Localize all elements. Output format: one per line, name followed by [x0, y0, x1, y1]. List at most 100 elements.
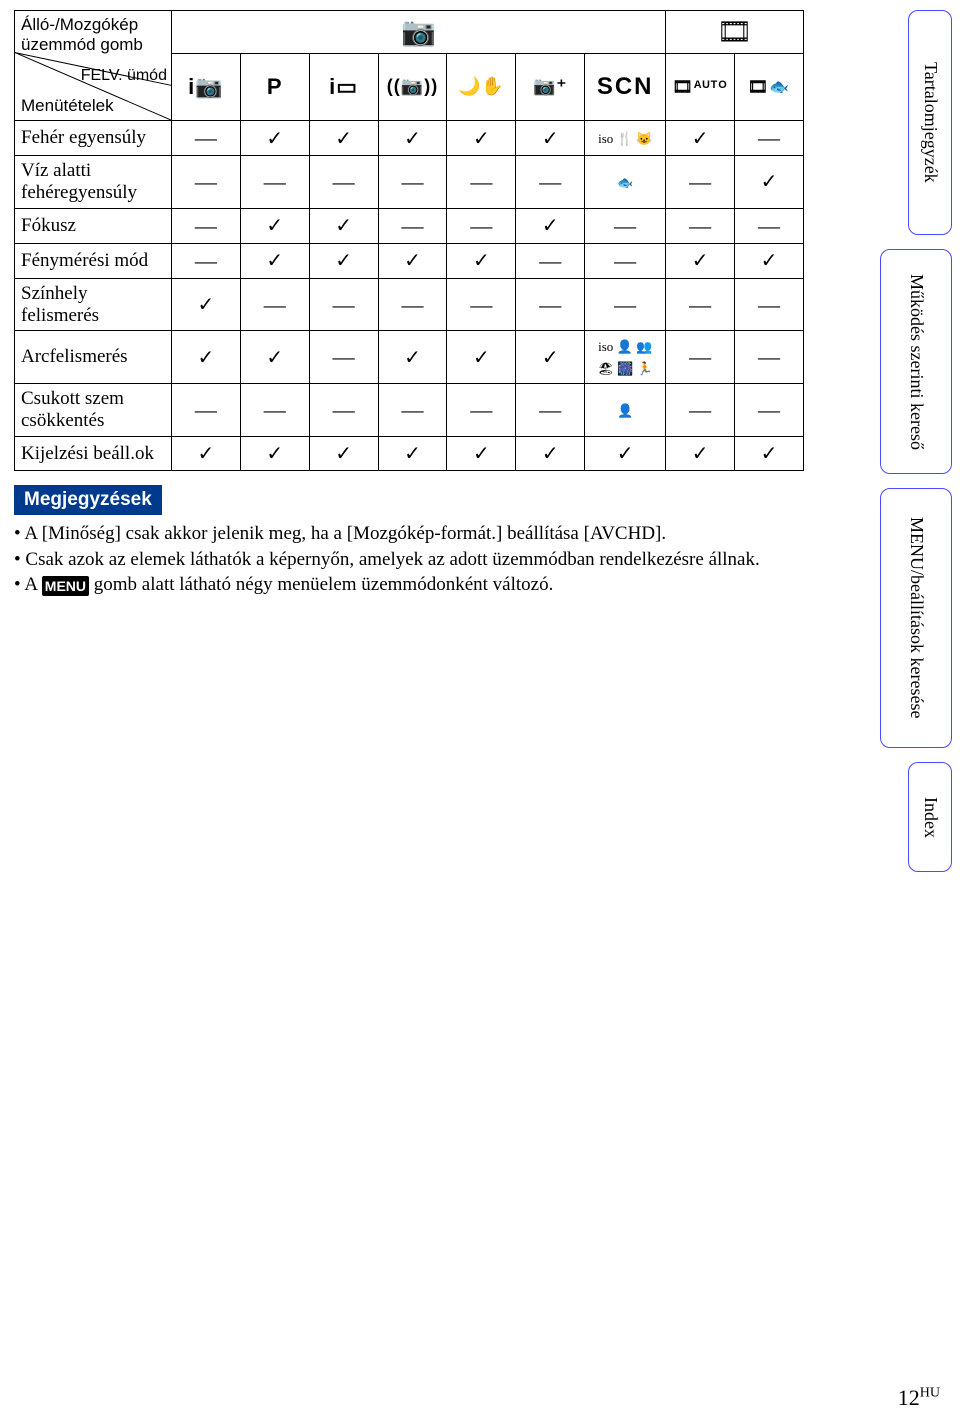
tab-index[interactable]: Index [908, 762, 952, 872]
table-row: Színhelyfelismerés✓———————— [15, 278, 804, 331]
notes-heading: Megjegyzések [14, 485, 162, 515]
cell: ✓ [516, 437, 585, 471]
cell: ✓ [240, 243, 309, 278]
table-row: Fénymérési mód—✓✓✓✓——✓✓ [15, 243, 804, 278]
header-top: Álló-/Mozgókép üzemmód gomb [21, 15, 143, 56]
cell: ✓ [735, 437, 804, 471]
cell: — [735, 384, 804, 437]
cell: ✓ [516, 331, 585, 384]
cell: ✓ [171, 331, 240, 384]
cell: ✓ [378, 437, 447, 471]
photo-mode-header: 📷 [171, 11, 665, 54]
row-label: Kijelzési beáll.ok [15, 437, 172, 471]
cell: 🐟 [585, 156, 666, 209]
cell: ✓ [516, 208, 585, 243]
cell: ✓ [378, 331, 447, 384]
cell: ✓ [735, 156, 804, 209]
row-label: Csukott szemcsökkentés [15, 384, 172, 437]
cell: ✓ [585, 437, 666, 471]
cell: ✓ [240, 121, 309, 156]
cell: ✓ [309, 121, 378, 156]
cell: iso 🍴 😺 [585, 121, 666, 156]
cell: ✓ [735, 243, 804, 278]
cell: ✓ [171, 437, 240, 471]
col-icon-3: i▭ [329, 74, 358, 99]
col-icon-7: SCN [597, 73, 654, 100]
cell: ✓ [447, 331, 516, 384]
col-icon-2: P [267, 74, 283, 99]
cell: — [447, 208, 516, 243]
cell: — [447, 156, 516, 209]
header-mid: FELV. ümód [81, 67, 167, 85]
cell: — [171, 208, 240, 243]
cell: ✓ [378, 121, 447, 156]
cell: — [378, 384, 447, 437]
corner-header: Álló-/Mozgókép üzemmód gomb FELV. ümód M… [15, 11, 172, 121]
cell: ✓ [240, 331, 309, 384]
cell: — [240, 384, 309, 437]
row-label: Fehér egyensúly [15, 121, 172, 156]
notes-list: A [Minőség] csak akkor jelenik meg, ha a… [14, 521, 804, 598]
note-item: A [Minőség] csak akkor jelenik meg, ha a… [14, 521, 804, 547]
cell: — [516, 278, 585, 331]
table-row: Fókusz—✓✓——✓——— [15, 208, 804, 243]
cell: ✓ [171, 278, 240, 331]
col-icon-6: 📷⁺ [533, 76, 567, 96]
row-label: Fókusz [15, 208, 172, 243]
cell: — [378, 278, 447, 331]
cell: — [735, 331, 804, 384]
cell: — [735, 208, 804, 243]
cell: — [666, 384, 735, 437]
row-label: Arcfelismerés [15, 331, 172, 384]
cell: ✓ [516, 121, 585, 156]
cell: iso 👤 👥🏖 🎆 🏃 [585, 331, 666, 384]
cell: ✓ [666, 243, 735, 278]
cell: — [516, 243, 585, 278]
cell: — [666, 278, 735, 331]
camera-icon: 📷 [401, 17, 436, 48]
page-number: 12HU [898, 1385, 940, 1411]
cell: ✓ [666, 121, 735, 156]
main-content: Álló-/Mozgókép üzemmód gomb FELV. ümód M… [14, 10, 804, 598]
col-icon-1: i📷 [188, 74, 224, 99]
table-row: Kijelzési beáll.ok✓✓✓✓✓✓✓✓✓ [15, 437, 804, 471]
cell: — [666, 208, 735, 243]
cell: — [585, 243, 666, 278]
table-row: Víz alattifehéregyensúly——————🐟—✓ [15, 156, 804, 209]
tab-menu-settings[interactable]: MENU/beállítások keresése [880, 488, 952, 748]
cell: — [240, 156, 309, 209]
note-item: A MENU gomb alatt látható négy menüelem … [14, 572, 804, 598]
cell: — [447, 384, 516, 437]
col-icon-9: 🎞🐟 [748, 79, 790, 96]
cell: — [309, 331, 378, 384]
row-label: Fénymérési mód [15, 243, 172, 278]
note-item: Csak azok az elemek láthatók a képernyőn… [14, 547, 804, 573]
cell: — [735, 278, 804, 331]
tab-operation-search[interactable]: Működés szerinti kereső [880, 249, 952, 474]
menu-box: MENU [42, 576, 89, 597]
cell: ✓ [309, 437, 378, 471]
cell: ✓ [309, 208, 378, 243]
cell: — [666, 331, 735, 384]
table-row: Fehér egyensúly—✓✓✓✓✓iso 🍴 😺✓— [15, 121, 804, 156]
film-icon: 🎞 [717, 17, 753, 48]
cell: — [240, 278, 309, 331]
cell: ✓ [240, 208, 309, 243]
cell: ✓ [447, 243, 516, 278]
table-row: Arcfelismerés✓✓—✓✓✓iso 👤 👥🏖 🎆 🏃—— [15, 331, 804, 384]
cell: — [171, 156, 240, 209]
cell: — [378, 156, 447, 209]
col-icon-5: 🌙✋ [458, 76, 505, 96]
cell: — [516, 156, 585, 209]
cell: ✓ [240, 437, 309, 471]
cell: ✓ [666, 437, 735, 471]
cell: — [447, 278, 516, 331]
side-tabs: Tartalomjegyzék Működés szerinti kereső … [832, 10, 952, 886]
row-label: Színhelyfelismerés [15, 278, 172, 331]
cell: 👤 [585, 384, 666, 437]
cell: — [516, 384, 585, 437]
tab-toc[interactable]: Tartalomjegyzék [908, 10, 952, 235]
header-bot: Menütételek [21, 96, 114, 116]
col-icon-8: 🎞ᴬᵁᵀᴼ [672, 79, 727, 96]
cell: — [171, 243, 240, 278]
